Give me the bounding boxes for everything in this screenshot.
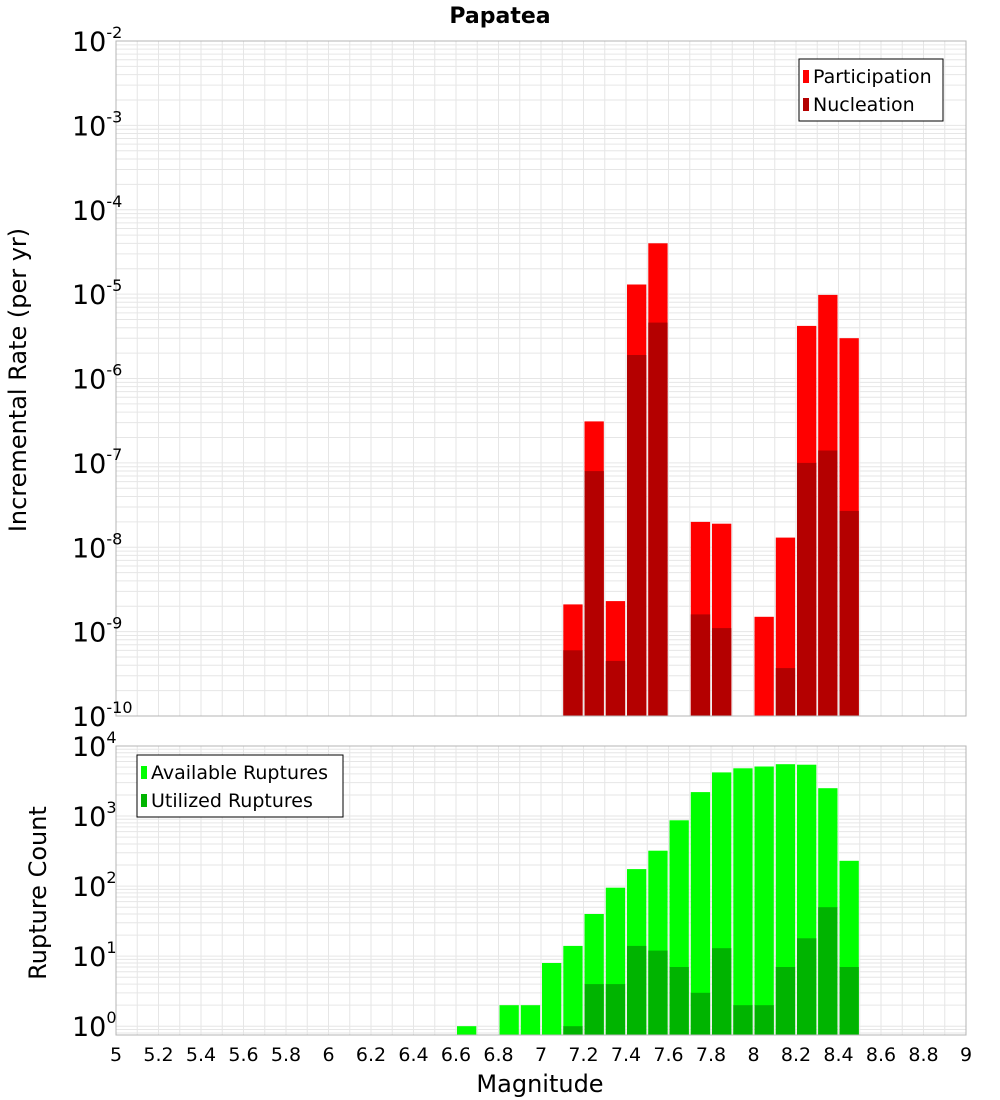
x-tick-label: 7.6	[653, 1044, 683, 1066]
x-tick-label: 5.8	[271, 1044, 301, 1066]
bottom-bar-utilized	[605, 984, 626, 1035]
x-tick-label: 6.6	[441, 1044, 471, 1066]
top-y-tick-label: 10-8	[72, 529, 122, 564]
bottom-bar-available	[499, 1005, 519, 1035]
bottom-bar-available	[754, 766, 774, 1035]
bottom-bar-utilized	[690, 992, 711, 1035]
top-legend-swatch	[803, 70, 809, 83]
top-y-tick-label: 10-6	[72, 361, 122, 396]
x-tick-label: 7	[535, 1044, 547, 1066]
top-bar-nucleation	[584, 471, 604, 716]
top-y-axis-label: Incremental Rate (per yr)	[4, 228, 32, 532]
top-y-tick-label: 10-5	[72, 276, 122, 311]
top-bar-nucleation	[775, 668, 796, 716]
bottom-bar-available	[733, 768, 753, 1035]
bottom-bar-utilized	[563, 1026, 583, 1035]
bottom-bar-utilized	[627, 945, 647, 1035]
x-tick-label: 5.6	[228, 1044, 258, 1066]
x-tick-label: 8.2	[781, 1044, 811, 1066]
bottom-bar-utilized	[669, 967, 689, 1035]
bottom-y-tick-label: 103	[72, 798, 117, 833]
top-bar-nucleation	[648, 322, 668, 716]
top-y-tick-label: 10-4	[72, 192, 122, 227]
top-bar-nucleation	[839, 510, 859, 716]
bottom-bar-utilized	[818, 907, 838, 1035]
top-bar-nucleation	[712, 628, 732, 716]
bottom-bar-utilized	[839, 967, 859, 1035]
top-bar-nucleation	[690, 614, 711, 716]
bottom-bar-utilized	[712, 948, 732, 1035]
top-plot: 10-10 10-9 10-8 10-7 10-6 10-5 10-4 10-3 10-2 Par…	[72, 23, 967, 733]
bottom-bar-available	[563, 945, 583, 1035]
bottom-legend-label: Available Ruptures	[151, 762, 328, 784]
x-tick-label: 7.4	[611, 1044, 641, 1066]
bottom-bar-available	[542, 963, 562, 1035]
x-tick-label: 6.2	[356, 1044, 386, 1066]
chart-title: Papatea	[449, 4, 550, 29]
bottom-y-tick-label: 102	[72, 868, 117, 903]
bottom-legend-box	[136, 754, 344, 818]
top-bar-nucleation	[627, 355, 647, 716]
top-y-tick-label: 10-10	[72, 698, 133, 733]
top-bar-participation	[754, 616, 774, 716]
bottom-legend-swatch	[141, 766, 147, 779]
top-legend-label: Nucleation	[813, 94, 915, 116]
bottom-bar-available	[690, 792, 711, 1035]
x-tick-label: 6.4	[398, 1044, 428, 1066]
bottom-legend-label: Utilized Ruptures	[151, 790, 313, 812]
x-tick-label: 8	[747, 1044, 759, 1066]
bottom-y-tick-label: 100	[72, 1008, 117, 1043]
x-tick-label: 5	[110, 1044, 122, 1066]
bottom-bar-available	[457, 1026, 477, 1035]
top-legend-label: Participation	[813, 66, 932, 88]
x-tick-label: 9	[960, 1044, 972, 1066]
bottom-y-axis-label: Rupture Count	[24, 806, 52, 980]
bottom-y-tick-label: 101	[72, 938, 117, 973]
x-axis-label: Magnitude	[476, 1070, 603, 1098]
top-bar-nucleation	[797, 462, 817, 716]
x-tick-label: 6.8	[483, 1044, 513, 1066]
top-y-tick-label: 10-2	[72, 23, 122, 58]
bottom-bar-available	[520, 1005, 541, 1035]
x-tick-label: 6	[322, 1044, 334, 1066]
bottom-bar-utilized	[754, 1005, 774, 1035]
top-legend-box	[798, 58, 944, 122]
x-tick-label: 7.2	[568, 1044, 598, 1066]
top-y-tick-label: 10-9	[72, 614, 122, 649]
top-y-tick-label: 10-3	[72, 107, 122, 142]
bottom-bar-utilized	[733, 1005, 753, 1035]
bottom-plot: 100 101 102 103 104 5 5.2 5.4 5.6 5.8 6 6.2 6.4 6.6 6.…	[72, 728, 972, 1066]
top-legend-swatch	[803, 98, 809, 111]
bottom-plot-frame	[115, 745, 967, 1036]
bottom-bar-utilized	[648, 950, 668, 1035]
top-plot-frame	[115, 40, 967, 717]
bottom-bar-utilized	[775, 967, 796, 1035]
x-tick-label: 8.6	[866, 1044, 896, 1066]
top-bar-nucleation	[605, 660, 626, 716]
x-tick-label: 5.4	[186, 1044, 216, 1066]
x-tick-label: 5.2	[143, 1044, 173, 1066]
x-tick-label: 7.8	[696, 1044, 726, 1066]
bottom-y-tick-label: 104	[72, 728, 117, 763]
x-tick-label: 8.4	[823, 1044, 853, 1066]
bottom-bar-utilized	[584, 984, 604, 1035]
top-bar-nucleation	[563, 650, 583, 716]
top-y-tick-label: 10-7	[72, 445, 122, 480]
x-tick-label: 8.8	[908, 1044, 938, 1066]
top-bar-nucleation	[818, 450, 838, 716]
bottom-bar-utilized	[797, 938, 817, 1035]
bottom-legend-swatch	[141, 794, 147, 807]
